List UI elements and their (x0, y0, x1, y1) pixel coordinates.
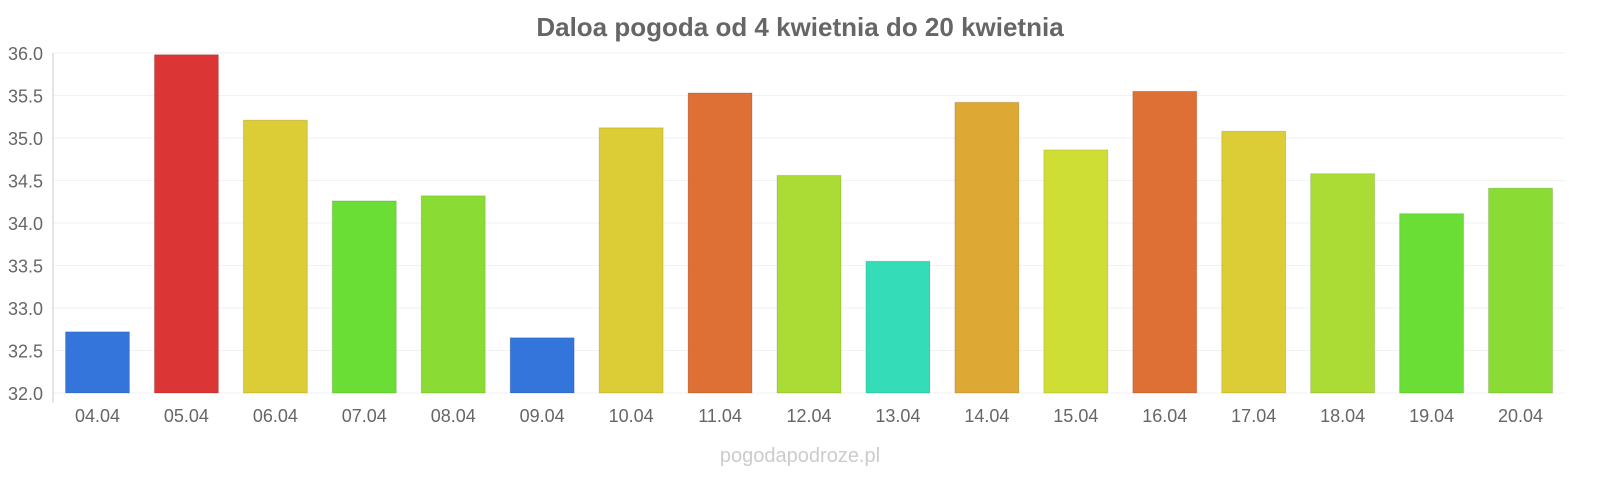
x-tick-label: 14.04 (964, 406, 1009, 426)
bar-07.04[interactable] (331, 200, 397, 394)
bar-09.04[interactable] (509, 337, 575, 394)
y-tick-label: 34.0 (8, 214, 43, 234)
x-tick-label: 18.04 (1320, 406, 1365, 426)
x-tick-label: 09.04 (520, 406, 565, 426)
bar-13.04[interactable] (865, 260, 931, 394)
x-tick-label: 17.04 (1231, 406, 1276, 426)
y-tick-label: 34.5 (8, 172, 43, 192)
bar-05.04[interactable] (153, 54, 219, 394)
bar-15.04[interactable] (1043, 149, 1109, 394)
bar-06.04[interactable] (242, 119, 308, 394)
bar-11.04[interactable] (687, 92, 753, 394)
y-tick-label: 33.5 (8, 257, 43, 277)
bar-08.04[interactable] (420, 195, 486, 394)
bar-19.04[interactable] (1399, 213, 1465, 394)
x-tick-label: 05.04 (164, 406, 209, 426)
x-tick-label: 04.04 (75, 406, 120, 426)
x-tick-label: 15.04 (1053, 406, 1098, 426)
x-tick-label: 08.04 (431, 406, 476, 426)
bar-04.04[interactable] (64, 331, 130, 394)
bar-12.04[interactable] (776, 174, 842, 394)
x-tick-label: 20.04 (1498, 406, 1543, 426)
x-tick-label: 11.04 (698, 406, 742, 426)
y-tick-label: 32.0 (8, 384, 43, 404)
x-tick-label: 16.04 (1142, 406, 1187, 426)
bar-17.04[interactable] (1221, 130, 1287, 394)
y-tick-label: 32.5 (8, 342, 43, 362)
y-tick-label: 36.0 (8, 44, 43, 64)
x-tick-label: 19.04 (1409, 406, 1454, 426)
y-tick-label: 35.5 (8, 87, 43, 107)
x-tick-label: 07.04 (342, 406, 387, 426)
bar-16.04[interactable] (1132, 90, 1198, 394)
x-tick-label: 13.04 (875, 406, 920, 426)
y-tick-label: 35.0 (8, 129, 43, 149)
y-tick-label: 33.0 (8, 299, 43, 319)
bar-10.04[interactable] (598, 127, 664, 394)
bar-20.04[interactable] (1488, 187, 1554, 394)
x-tick-label: 10.04 (609, 406, 654, 426)
chart-title: Daloa pogoda od 4 kwietnia do 20 kwietni… (536, 12, 1064, 42)
x-tick-label: 12.04 (786, 406, 831, 426)
watermark: pogodapodroze.pl (720, 445, 880, 467)
bar-14.04[interactable] (954, 101, 1020, 394)
x-tick-label: 06.04 (253, 406, 298, 426)
bar-18.04[interactable] (1310, 173, 1376, 394)
